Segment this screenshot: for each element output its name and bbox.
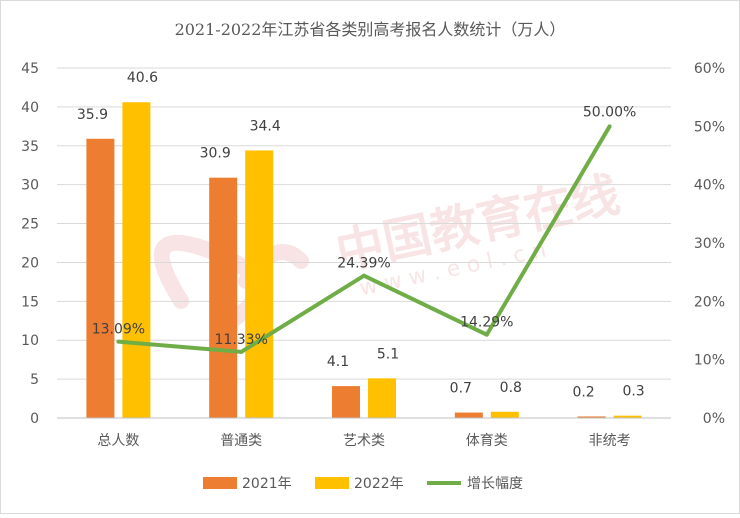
data-label-2022年: 0.3 bbox=[622, 384, 644, 400]
y-tick-label: 40 bbox=[21, 100, 39, 116]
y2-tick-label: 30% bbox=[694, 236, 725, 252]
x-category-label: 非统考 bbox=[589, 433, 631, 449]
data-label-growth: 24.39% bbox=[337, 256, 390, 272]
y-tick-label: 25 bbox=[21, 217, 39, 233]
x-category-label: 普通类 bbox=[220, 433, 262, 449]
bar-2021年 bbox=[86, 138, 115, 418]
y-tick-label: 15 bbox=[21, 294, 39, 310]
data-label-2021年: 4.1 bbox=[327, 354, 349, 370]
x-axis: 总人数 普通类 艺术类 体育类 非统考 bbox=[57, 417, 671, 449]
y2-tick-label: 10% bbox=[694, 353, 725, 369]
gridlines bbox=[57, 67, 671, 419]
y-tick-label: 35 bbox=[21, 139, 39, 155]
bar-2022年 bbox=[368, 378, 396, 418]
growth-line bbox=[116, 124, 612, 354]
data-labels: 35.9 30.9 4.1 0.7 0.2 40.6 34.4 5.1 0.8 0.3 13.09%… bbox=[77, 70, 645, 400]
data-label-2022年: 34.4 bbox=[250, 118, 281, 134]
bar-2021年 bbox=[209, 177, 238, 418]
legend: 2021年 2022年 增长幅度 bbox=[203, 476, 523, 492]
bar-2021年 bbox=[454, 412, 483, 418]
data-label-2022年: 0.8 bbox=[500, 380, 522, 396]
bar-2022年 bbox=[490, 411, 519, 418]
y2-tick-label: 40% bbox=[694, 178, 725, 194]
legend-label-2021: 2021年 bbox=[242, 476, 292, 492]
y-tick-label: 5 bbox=[30, 372, 39, 388]
y-axis-right: 0% 10% 20% 30% 40% 50% 60% bbox=[694, 61, 725, 427]
y2-tick-label: 60% bbox=[694, 61, 725, 77]
bar-2022年 bbox=[122, 102, 151, 418]
bar-2022年 bbox=[613, 415, 642, 418]
line-point bbox=[116, 339, 121, 344]
bars bbox=[86, 102, 642, 418]
bar-2021年 bbox=[332, 386, 360, 418]
data-label-growth: 13.09% bbox=[92, 322, 145, 338]
y-tick-label: 10 bbox=[21, 333, 39, 349]
bar-2022年 bbox=[245, 150, 274, 418]
legend-label-2022: 2022年 bbox=[354, 476, 404, 492]
data-label-2022年: 5.1 bbox=[377, 346, 399, 362]
x-category-label: 体育类 bbox=[466, 433, 508, 449]
y-tick-label: 20 bbox=[21, 255, 39, 271]
data-label-2021年: 35.9 bbox=[77, 107, 108, 123]
legend-label-growth: 增长幅度 bbox=[467, 476, 523, 492]
y2-tick-label: 20% bbox=[694, 294, 725, 310]
legend-swatch-2022 bbox=[315, 477, 349, 489]
bar-2021年 bbox=[577, 416, 606, 418]
line-point bbox=[607, 124, 612, 129]
data-label-growth: 14.29% bbox=[460, 315, 513, 331]
data-label-2021年: 0.7 bbox=[450, 381, 472, 397]
data-label-growth: 50.00% bbox=[583, 104, 636, 120]
y2-tick-label: 0% bbox=[703, 411, 725, 427]
y-tick-label: 0 bbox=[30, 411, 39, 427]
legend-swatch-2021 bbox=[203, 477, 237, 489]
data-label-2021年: 0.2 bbox=[572, 384, 594, 400]
y-tick-label: 30 bbox=[21, 178, 39, 194]
data-label-2021年: 30.9 bbox=[200, 146, 231, 162]
y-axis-left: 0 5 10 15 20 25 30 35 40 45 bbox=[21, 61, 39, 427]
line-point bbox=[239, 349, 244, 354]
data-label-growth: 11.33% bbox=[215, 332, 268, 348]
line-point bbox=[362, 273, 366, 278]
x-category-label: 艺术类 bbox=[343, 433, 385, 449]
y-tick-label: 45 bbox=[21, 61, 39, 77]
line-point bbox=[484, 332, 489, 337]
x-category-label: 总人数 bbox=[97, 433, 139, 449]
data-label-2022年: 40.6 bbox=[127, 70, 158, 86]
chart-title: 2021-2022年江苏省各类别高考报名人数统计（万人） bbox=[175, 20, 566, 39]
y2-tick-label: 50% bbox=[694, 119, 725, 135]
